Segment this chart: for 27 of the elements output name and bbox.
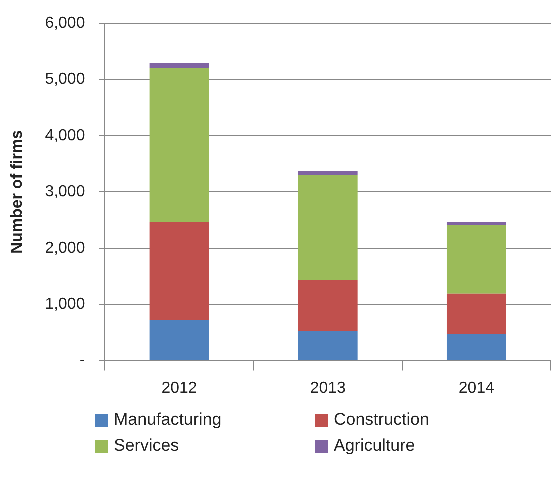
bar (150, 222, 210, 320)
bar (446, 225, 506, 294)
legend-label: Manufacturing (114, 410, 222, 430)
y-tick-label: 4,000 (45, 127, 86, 144)
bar (446, 334, 506, 360)
legend-label: Agriculture (334, 436, 416, 456)
x-tick-label: 2013 (310, 380, 346, 397)
bar (150, 62, 210, 68)
x-tick-label: 2014 (458, 380, 495, 397)
y-tick-label: 2,000 (45, 240, 86, 257)
y-tick-label: 6,000 (45, 15, 86, 32)
bar (150, 68, 210, 223)
legend-label: Construction (334, 410, 430, 430)
y-tick-label: 1,000 (45, 296, 86, 314)
bar (150, 320, 210, 360)
y-tick-label: - (80, 352, 86, 370)
y-tick-label: 5,000 (45, 71, 86, 88)
legend-label: Services (114, 436, 180, 456)
bar (298, 175, 358, 280)
bar (446, 294, 506, 334)
bar (446, 222, 506, 226)
bar (298, 331, 358, 360)
bar (298, 280, 358, 332)
y-tick-label: 3,000 (45, 184, 86, 201)
y-axis-title: Number of firms (9, 130, 26, 254)
bar (298, 171, 358, 176)
x-tick-label: 2012 (162, 380, 198, 397)
